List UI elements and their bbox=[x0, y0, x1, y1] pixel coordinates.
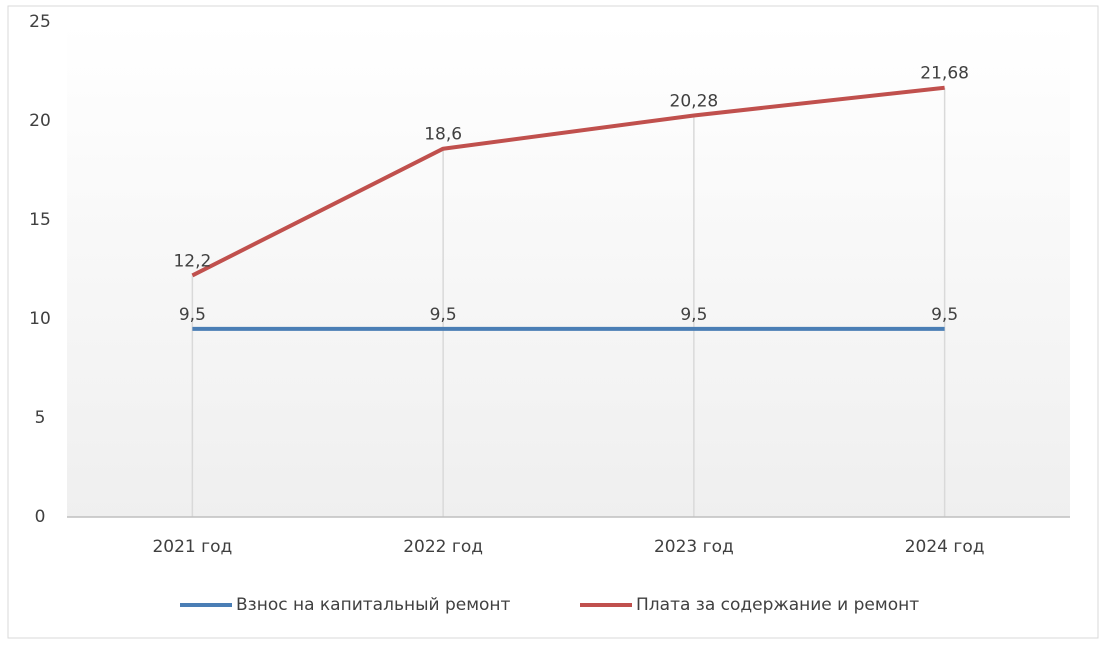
y-tick-label: 0 bbox=[35, 507, 46, 527]
x-tick-label: 2024 год bbox=[905, 537, 985, 557]
legend-label: Взнос на капитальный ремонт bbox=[236, 595, 511, 615]
data-label: 9,5 bbox=[179, 305, 206, 325]
data-label: 21,68 bbox=[920, 64, 969, 84]
y-tick-label: 25 bbox=[29, 12, 51, 32]
y-tick-label: 5 bbox=[35, 408, 46, 428]
y-tick-label: 20 bbox=[29, 111, 51, 131]
data-label: 20,28 bbox=[670, 91, 719, 111]
data-label: 18,6 bbox=[424, 125, 462, 145]
series-line bbox=[191, 85, 945, 278]
x-tick-label: 2021 год bbox=[152, 537, 232, 557]
plot-area bbox=[67, 22, 1070, 517]
legend-label: Плата за содержание и ремонт bbox=[636, 595, 919, 615]
data-label: 12,2 bbox=[173, 251, 211, 271]
y-tick-label: 15 bbox=[29, 210, 51, 230]
x-tick-label: 2022 год bbox=[403, 537, 483, 557]
data-label: 9,5 bbox=[680, 305, 707, 325]
data-label: 9,5 bbox=[931, 305, 958, 325]
data-label: 9,5 bbox=[430, 305, 457, 325]
y-tick-label: 10 bbox=[29, 309, 51, 329]
x-tick-label: 2023 год bbox=[654, 537, 734, 557]
